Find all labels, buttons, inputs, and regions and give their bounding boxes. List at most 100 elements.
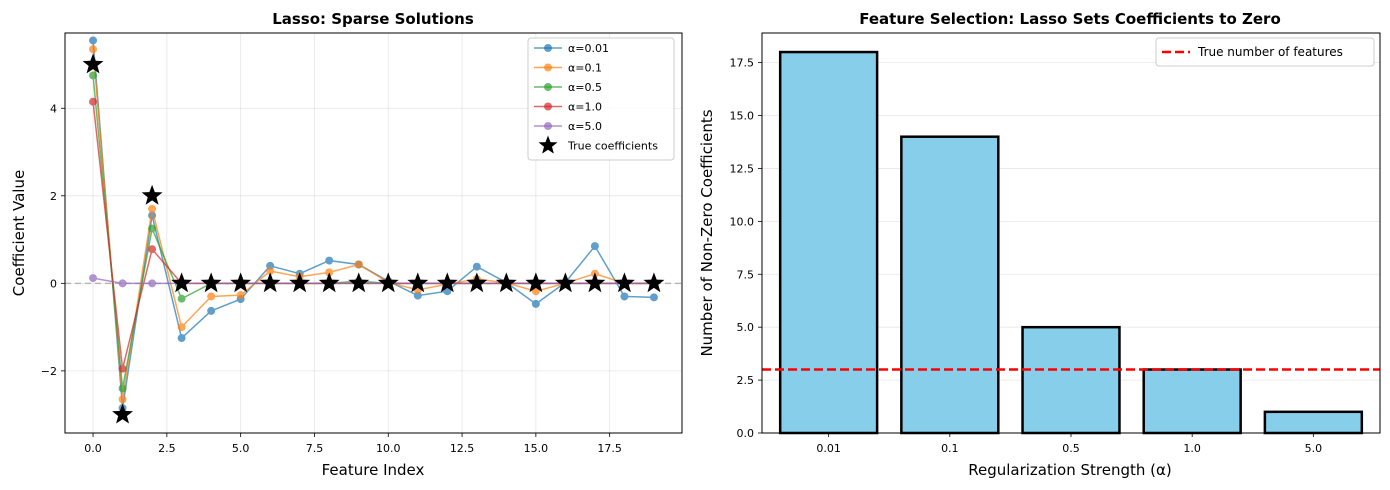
data-point: [413, 291, 422, 300]
true-coefficient-star: [82, 53, 104, 74]
data-point: [148, 279, 157, 288]
true-coefficient-star: [348, 272, 370, 293]
y-tick-label: 0: [50, 277, 57, 290]
right-chart-bars: [778, 50, 1364, 435]
data-point: [266, 267, 275, 276]
true-coefficient-star: [318, 272, 340, 293]
legend-marker: [544, 122, 552, 130]
data-point: [177, 334, 186, 343]
bar-0.01: [778, 50, 879, 435]
left-chart-y-label: Coefficient Value: [10, 170, 28, 296]
x-tick-label: 0.01: [816, 442, 841, 455]
true-coefficient-star: [495, 272, 517, 293]
data-point: [89, 71, 98, 80]
x-tick-label: 10.0: [376, 442, 401, 455]
legend-label: True number of features: [1197, 45, 1343, 59]
left-chart-x-label: Feature Index: [322, 461, 425, 479]
right-chart-legend: True number of features: [1155, 37, 1375, 67]
left-chart-title: Lasso: Sparse Solutions: [272, 10, 474, 28]
legend-marker: [544, 83, 552, 91]
y-tick-label: 2: [50, 190, 57, 203]
legend-label: α=0.1: [568, 62, 602, 75]
true-coefficient-star: [525, 272, 547, 293]
x-tick-label: 5.0: [232, 442, 250, 455]
data-point: [649, 293, 658, 302]
data-point: [89, 274, 98, 283]
true-coefficient-star: [584, 272, 606, 293]
legend-marker: [544, 63, 552, 72]
data-point: [118, 279, 127, 288]
true-coefficient-star: [289, 272, 311, 293]
data-point: [620, 292, 629, 301]
lasso-coefficients-chart: Lasso: Sparse Solutions 0.0 2.5 5.0 7.5 10.0…: [10, 10, 683, 479]
true-coefficient-star: [407, 272, 429, 293]
feature-selection-chart: Feature Selection: Lasso Sets Coefficien…: [698, 10, 1381, 479]
x-tick-label: 12.5: [450, 442, 475, 455]
y-tick-label: 15.0: [730, 110, 755, 123]
data-point: [177, 294, 186, 303]
bar-0.5: [1021, 325, 1121, 435]
true-coefficient-star: [112, 403, 134, 424]
true-coefficient-star: [200, 272, 222, 293]
x-tick-label: 0.1: [941, 442, 959, 455]
bar-5.0: [1263, 410, 1364, 435]
data-point: [472, 262, 481, 271]
legend-label: True coefficients: [567, 140, 658, 153]
data-point: [207, 306, 216, 315]
right-chart-y-ticks: 0.0 2.5 5.0 7.5 10.0 12.5 15.0 17.5: [730, 57, 762, 440]
data-point: [148, 245, 157, 254]
y-tick-label: −2: [41, 365, 57, 378]
y-tick-label: 17.5: [730, 57, 755, 70]
data-point: [531, 299, 540, 308]
left-chart-x-ticks: 0.0 2.5 5.0 7.5 10.0 12.5 15.0 17.5: [84, 433, 622, 455]
legend-label: α=5.0: [568, 120, 602, 133]
x-tick-label: 1.0: [1183, 442, 1201, 455]
x-tick-label: 17.5: [597, 442, 622, 455]
series-line: [92, 49, 654, 400]
data-point: [148, 204, 157, 213]
x-tick-label: 7.5: [306, 442, 324, 455]
legend-marker: [544, 102, 552, 111]
right-chart-x-ticks: 0.01 0.1 0.5 1.0 5.0: [816, 433, 1322, 455]
legend-label: α=0.01: [568, 42, 609, 55]
y-tick-label: 10.0: [730, 215, 755, 228]
legend-marker: [544, 44, 552, 52]
bar-1.0: [1142, 368, 1242, 435]
true-coefficient-star: [466, 272, 488, 293]
legend-star-marker: [538, 135, 558, 154]
x-tick-label: 0.5: [1062, 442, 1080, 455]
true-coefficient-star: [141, 184, 163, 205]
data-point: [354, 260, 363, 269]
true-coefficient-star: [436, 272, 458, 293]
data-point: [207, 292, 216, 301]
left-chart-frame: [64, 32, 683, 434]
x-tick-label: 2.5: [158, 442, 176, 455]
y-tick-label: 7.5: [737, 268, 755, 281]
bar-0.1: [900, 135, 1000, 435]
data-point: [89, 36, 98, 45]
data-point: [148, 224, 157, 233]
true-coefficient-star: [377, 272, 399, 293]
true-coefficient-star: [554, 272, 576, 293]
data-point: [325, 256, 334, 265]
y-tick-label: 4: [50, 102, 57, 115]
right-chart-x-label: Regularization Strength (α): [968, 461, 1172, 479]
x-tick-label: 5.0: [1305, 442, 1323, 455]
legend-label: α=0.5: [568, 81, 602, 94]
data-point: [118, 384, 127, 393]
y-tick-label: 2.5: [737, 374, 755, 387]
data-point: [590, 242, 599, 251]
data-point: [177, 323, 186, 332]
y-tick-label: 5.0: [737, 321, 755, 334]
legend-label: α=1.0: [568, 101, 602, 114]
true-coefficient-star: [259, 272, 281, 293]
legend-frame: [527, 37, 675, 161]
legend-frame: [1155, 37, 1375, 67]
true-coefficient-markers: [82, 53, 665, 424]
data-point: [118, 364, 127, 373]
x-tick-label: 0.0: [84, 442, 102, 455]
true-coefficient-star: [230, 272, 252, 293]
true-coefficient-star: [643, 272, 665, 293]
right-chart-y-label: Number of Non-Zero Coefficients: [698, 109, 716, 356]
